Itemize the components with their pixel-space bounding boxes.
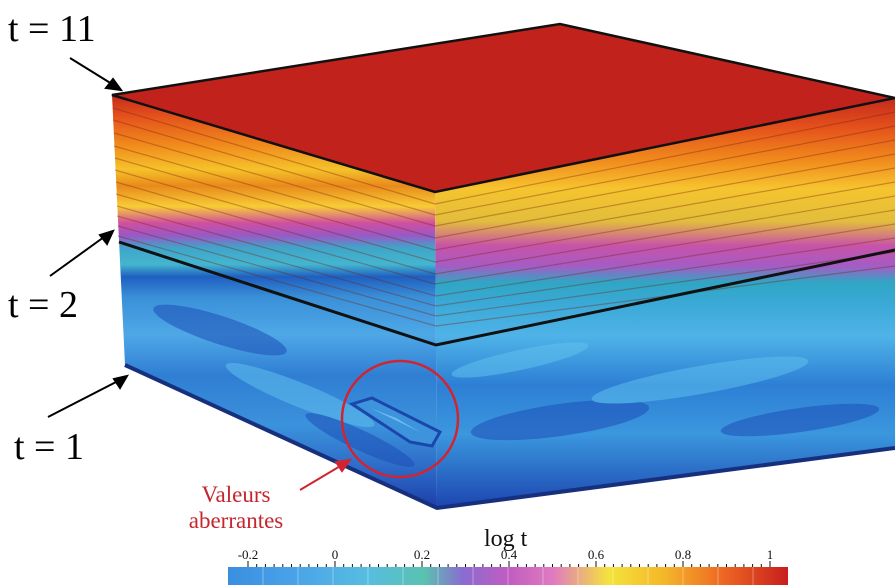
colorbar-tick-label: 0.8: [674, 547, 692, 562]
label-t1: t = 1: [14, 426, 84, 468]
front-layer-lines: [112, 107, 437, 327]
colorbar-title: log t: [484, 526, 528, 552]
outlier-arrow: [299, 458, 353, 491]
t2-horizon-line: [118, 240, 895, 347]
cube-bottom-edge: [124, 363, 895, 511]
colorbar-tick-marks: [247, 561, 771, 567]
right-layer-lines: [434, 111, 895, 327]
blue-mottling: [153, 304, 880, 467]
outlier-label-line2: aberrantes: [188, 508, 284, 534]
colorbar-bands: [262, 567, 754, 585]
outlier-patch: [348, 396, 443, 448]
colorbar-tick-label: 1: [766, 547, 774, 562]
label-t2: t = 2: [8, 284, 78, 326]
cube-top-face: [111, 22, 895, 194]
label-arrows: [47, 57, 130, 418]
colorbar-tick-label: 0.4: [500, 547, 518, 562]
colorbar-tick-label: 0.2: [413, 547, 431, 562]
outlier-label-line1: Valeurs: [201, 482, 271, 507]
outlier-circle: [340, 359, 460, 479]
colorbar: [228, 567, 788, 585]
label-t11: t = 11: [8, 8, 96, 50]
colorbar-tick-label: 0.6: [587, 547, 605, 562]
colorbar-tick-label: 0: [331, 547, 339, 562]
outlier-label: Valeurs aberrantes: [166, 482, 306, 535]
colorbar-tick-label: -0.2: [237, 547, 259, 562]
